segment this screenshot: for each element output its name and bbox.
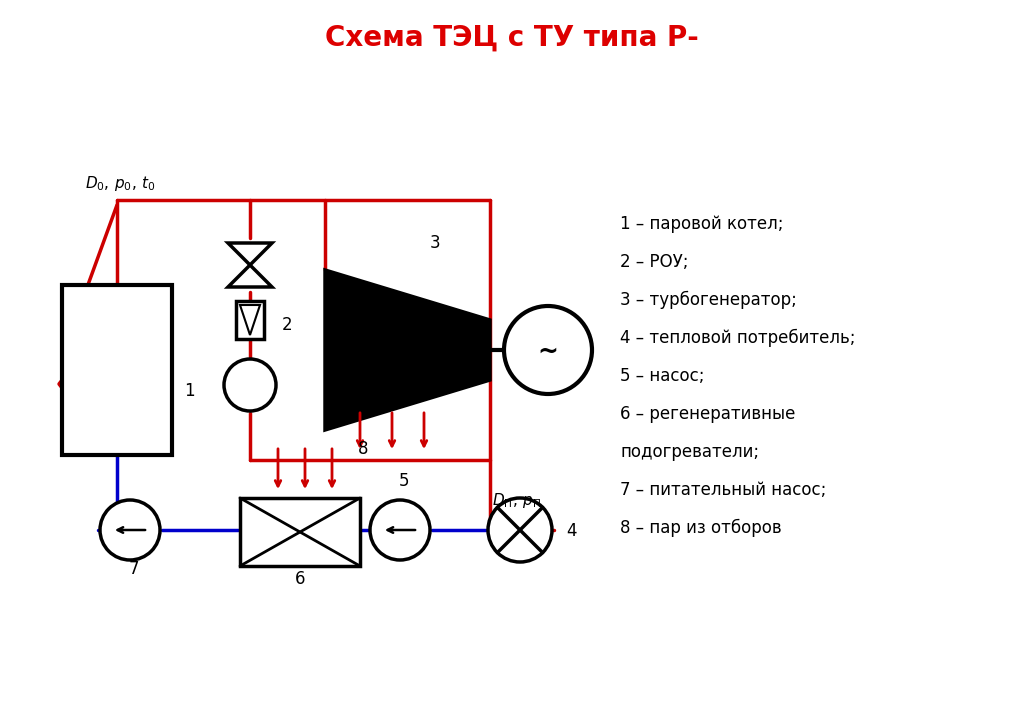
Text: 5: 5 (398, 472, 410, 490)
Polygon shape (228, 265, 272, 287)
Text: 8 – пар из отборов: 8 – пар из отборов (620, 519, 781, 537)
Circle shape (224, 359, 276, 411)
Text: 8: 8 (340, 388, 350, 406)
Polygon shape (325, 270, 490, 430)
Text: 3: 3 (430, 234, 440, 252)
Text: 6: 6 (295, 570, 305, 588)
Text: $D_\Pi,\,p_\Pi$: $D_\Pi,\,p_\Pi$ (492, 491, 541, 510)
Text: Схема ТЭЦ с ТУ типа Р-: Схема ТЭЦ с ТУ типа Р- (326, 24, 698, 52)
Text: 1 – паровой котел;: 1 – паровой котел; (620, 215, 783, 233)
Text: 3 – турбогенератор;: 3 – турбогенератор; (620, 291, 797, 309)
Circle shape (504, 306, 592, 394)
Text: 6 – регенеративные: 6 – регенеративные (620, 405, 796, 423)
Text: 2: 2 (282, 316, 293, 334)
Text: 5 – насос;: 5 – насос; (620, 367, 705, 385)
Circle shape (100, 500, 160, 560)
Text: 2 – РОУ;: 2 – РОУ; (620, 253, 688, 271)
Text: подогреватели;: подогреватели; (620, 443, 759, 461)
Text: $D_0,\,p_0,\,t_0$: $D_0,\,p_0,\,t_0$ (85, 174, 156, 193)
Bar (236, 301, 264, 339)
Text: 7: 7 (129, 560, 139, 578)
Text: ~: ~ (538, 340, 558, 364)
Circle shape (488, 498, 552, 562)
Polygon shape (228, 243, 272, 265)
Text: 8: 8 (358, 440, 369, 458)
Text: 4: 4 (566, 522, 577, 540)
Circle shape (370, 500, 430, 560)
Text: 1: 1 (184, 381, 195, 399)
Text: 4 – тепловой потребитель;: 4 – тепловой потребитель; (620, 329, 855, 347)
Bar (240, 498, 360, 566)
Polygon shape (240, 305, 260, 335)
Bar (62, 285, 172, 455)
Text: 7 – питательный насос;: 7 – питательный насос; (620, 481, 826, 499)
